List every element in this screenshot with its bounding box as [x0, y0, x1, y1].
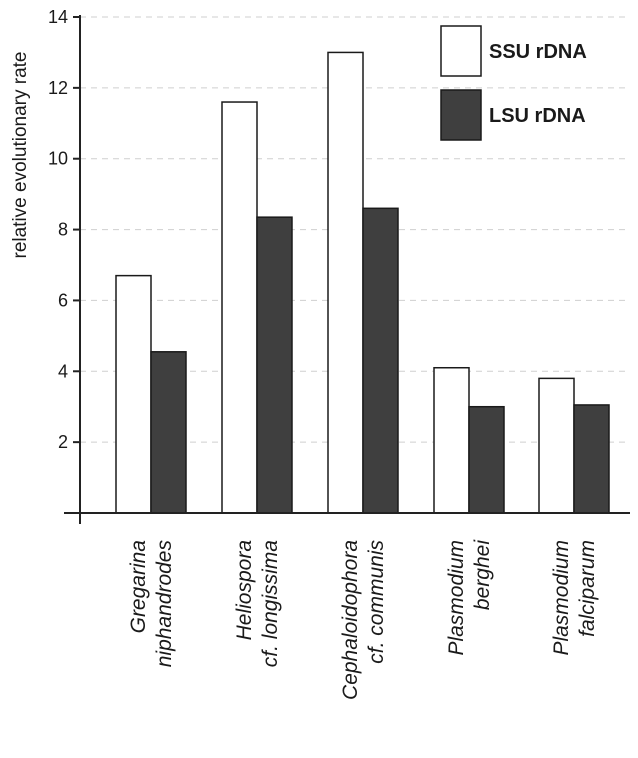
category-label: Plasmodium falciparum: [550, 540, 599, 656]
category-label-line: Plasmodium: [550, 540, 573, 656]
category-label-line: Gregarina: [127, 540, 150, 633]
bar-ssu-3: [433, 366, 470, 514]
category-label-line: cf. communis: [365, 540, 388, 664]
category-label: Heliospora cf. longissima: [233, 540, 282, 667]
category-label: Gregarina niphandrodes: [127, 540, 176, 668]
y-tick-label: 6: [58, 290, 68, 310]
bar-lsu-1: [256, 216, 293, 514]
y-tick-label: 4: [58, 361, 68, 381]
axes: [64, 15, 630, 524]
y-tick-label: 12: [48, 78, 68, 98]
bar-lsu-4: [573, 404, 610, 514]
category-label-line: niphandrodes: [153, 540, 176, 668]
bar-lsu-0: [150, 351, 187, 514]
legend-label-ssu: SSU rDNA: [489, 41, 587, 63]
bar-lsu-2: [362, 207, 399, 514]
y-tick-label: 14: [48, 7, 68, 27]
legend-swatch-lsu: [440, 89, 482, 141]
y-ticks: 2 4 6 8 10 12 14: [48, 7, 80, 452]
category-label-line: berghei: [471, 539, 494, 610]
legend-swatch-ssu: [440, 25, 482, 77]
category-label: Cephaloidophora cf. communis: [339, 540, 388, 700]
bar-ssu-4: [538, 377, 575, 514]
y-axis-label: relative evolutionary rate: [10, 52, 31, 259]
bar-ssu-2: [327, 51, 364, 514]
category-label-line: falciparum: [576, 540, 599, 637]
legend-label-lsu: LSU rDNA: [489, 105, 586, 127]
bars: [115, 51, 610, 514]
category-label-line: Plasmodium: [445, 540, 468, 656]
category-labels: Gregarina niphandrodes Heliospora cf. longi…: [127, 539, 599, 700]
y-tick-label: 10: [48, 149, 68, 169]
category-label-line: cf. longissima: [259, 540, 282, 667]
y-tick-label: 2: [58, 432, 68, 452]
bar-lsu-3: [468, 405, 505, 514]
category-label: Plasmodium berghei: [445, 539, 494, 656]
bar-ssu-1: [221, 101, 258, 514]
y-tick-label: 8: [58, 220, 68, 240]
category-label-line: Heliospora: [233, 540, 256, 640]
legend: SSU rDNA LSU rDNA: [440, 25, 587, 141]
category-label-line: Cephaloidophora: [339, 540, 362, 700]
bar-ssu-0: [115, 274, 152, 514]
